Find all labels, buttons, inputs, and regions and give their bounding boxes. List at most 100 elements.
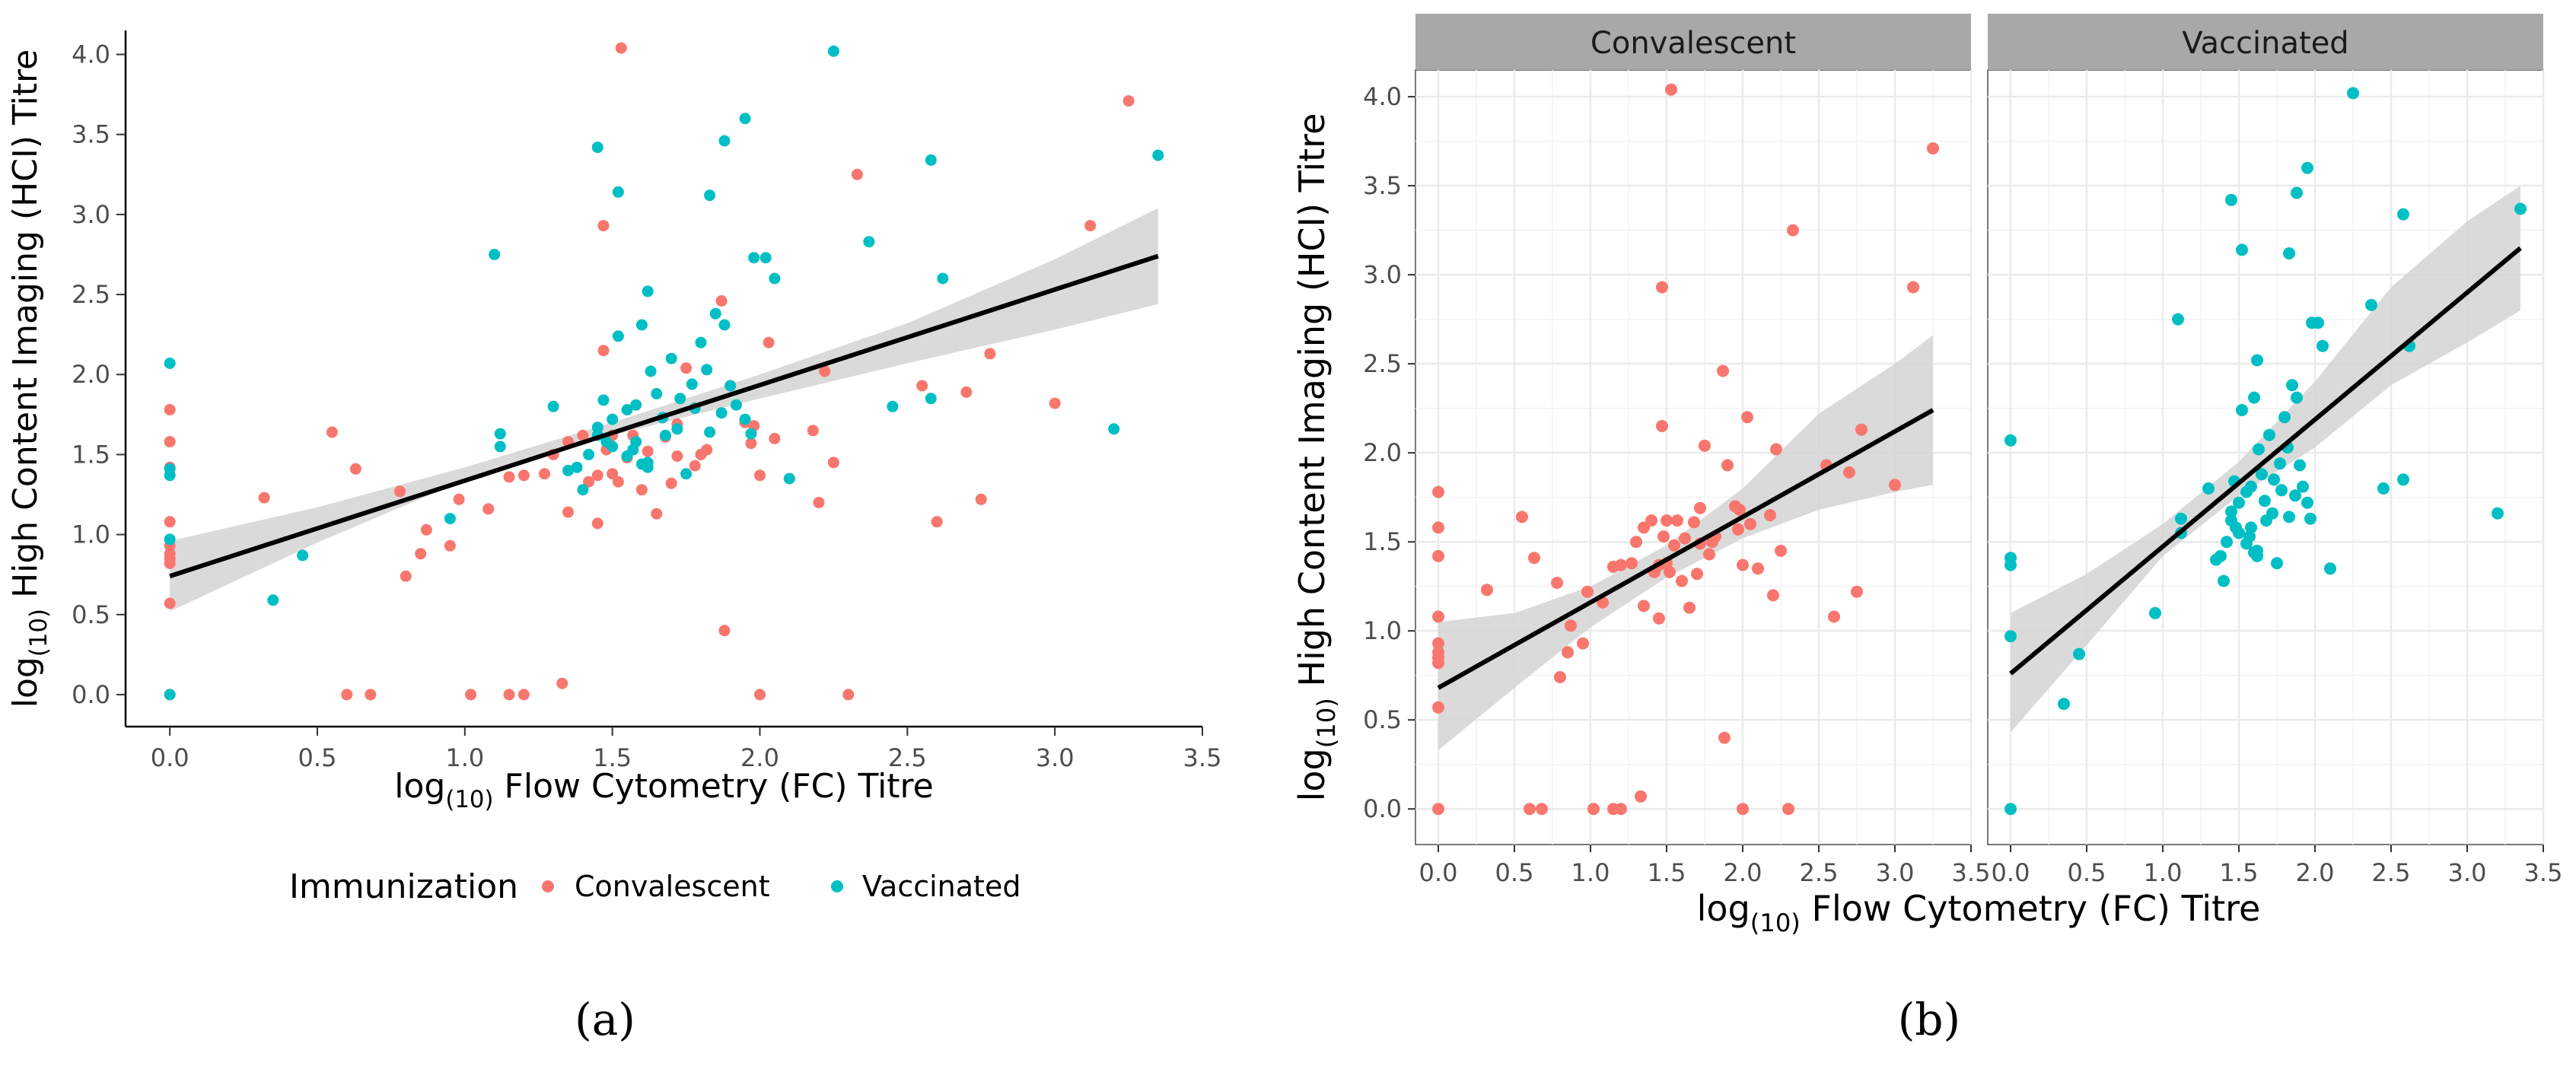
panel-b-point-convalescent <box>1657 530 1670 543</box>
panel-a-point-vaccinated <box>731 399 742 411</box>
panel-a-point-vaccinated <box>607 413 619 425</box>
panel-b-point-convalescent <box>1699 439 1711 452</box>
panel-b-point-vaccinated <box>2275 484 2288 497</box>
panel-a-point-vaccinated <box>612 186 624 198</box>
panel-a-point-convalescent <box>651 507 663 520</box>
panel-a-point-vaccinated <box>827 45 839 57</box>
panel-a-y-tick-label: 0.5 <box>72 600 110 629</box>
panel-b-strip-label: Vaccinated <box>2182 26 2348 61</box>
panel-a-point-convalescent <box>671 450 683 462</box>
panel-b-point-convalescent <box>1664 565 1676 578</box>
panel-b-facet-convalescent: 0.0 0.5 1.0 1.5 2.0 2.5 3.0 3.5 0.0 0.5 1.0 1.5 2.0 2… <box>1363 14 1990 887</box>
panel-b-point-convalescent <box>1524 803 1536 816</box>
panel-a-point-convalescent <box>562 506 574 518</box>
panel-a-point-vaccinated <box>665 352 677 364</box>
panel-a-fit-line <box>169 253 1159 579</box>
panel-a-point-vaccinated <box>863 236 875 248</box>
panel-b-point-vaccinated <box>2377 482 2390 495</box>
panel-a-point-vaccinated <box>671 423 683 435</box>
panel-b-y-tick-label: 1.0 <box>1363 616 1402 645</box>
panel-a-point-vaccinated <box>686 378 698 390</box>
panel-b-point-convalescent <box>1703 548 1715 561</box>
panel-a-point-convalescent <box>680 362 693 374</box>
panel-b-point-vaccinated <box>2248 391 2260 404</box>
panel-a-x-tick-label: 0.0 <box>151 743 189 772</box>
panel-b-point-vaccinated <box>2236 404 2248 416</box>
panel-b-point-vaccinated <box>2225 193 2237 206</box>
panel-b-x-tick-label: 1.0 <box>2144 858 2183 887</box>
panel-a-point-convalescent <box>482 503 495 515</box>
panel-a-point-convalescent <box>807 425 819 437</box>
panel-a-point-vaccinated <box>645 365 657 377</box>
panel-a-point-convalescent <box>665 477 677 489</box>
panel-b-point-convalescent <box>1638 600 1650 612</box>
panel-b-strip-label: Convalescent <box>1590 26 1796 61</box>
panel-a-point-vaccinated <box>444 513 456 525</box>
panel-a-point-convalescent <box>365 689 377 701</box>
panel-a-point-vaccinated <box>612 330 624 342</box>
panel-b-fit-line <box>1437 408 1934 690</box>
panel-b-point-convalescent <box>1787 224 1799 237</box>
panel-b-point-convalescent <box>1581 585 1594 598</box>
panel-b-x-tick-label: 2.5 <box>2372 858 2411 887</box>
panel-a-point-convalescent <box>715 295 728 307</box>
panel-a-point-vaccinated <box>635 319 648 331</box>
panel-b-point-vaccinated <box>2301 161 2313 174</box>
panel-b-point-convalescent <box>1851 585 1863 598</box>
panel-a-y-tick-label: 1.0 <box>72 520 110 549</box>
panel-b-x-tick-label: 3.0 <box>1876 858 1915 887</box>
panel-b-point-convalescent <box>1577 637 1589 650</box>
panel-a-point-convalescent <box>164 597 176 609</box>
panel-b-point-convalescent <box>1587 803 1600 816</box>
legend-key-convalescent <box>542 880 554 892</box>
panel-a-x-tick-label: 2.5 <box>888 743 927 772</box>
panel-b-point-convalescent <box>1907 281 1919 294</box>
panel-a-x-tick-label: 0.5 <box>298 743 337 772</box>
panel-b-point-convalescent <box>1432 485 1444 498</box>
panel-a-point-convalescent <box>453 493 465 505</box>
panel-a-y-tick-label: 0.0 <box>72 680 110 709</box>
panel-a-point-convalescent <box>556 677 568 689</box>
panel-b-point-vaccinated <box>2233 527 2245 539</box>
panel-b-x-tick-label: 1.5 <box>2220 858 2259 887</box>
panel-b-point-convalescent <box>1565 619 1577 632</box>
panel-b-point-vaccinated <box>2058 698 2070 711</box>
panel-a-point-vaccinated <box>1108 423 1120 435</box>
panel-a-point-vaccinated <box>718 135 731 147</box>
panel-b-point-convalescent <box>1615 558 1627 571</box>
panel-b-label: (b) <box>1898 994 1960 1045</box>
panel-a-point-convalescent <box>577 429 589 441</box>
panel-b-point-vaccinated <box>2266 507 2278 520</box>
panel-a-point-vaccinated <box>635 458 648 470</box>
panel-b-point-convalescent <box>1737 558 1749 571</box>
panel-b-point-convalescent <box>1775 544 1787 557</box>
panel-a-point-convalescent <box>326 426 338 438</box>
panel-b-point-vaccinated <box>2365 298 2377 311</box>
panel-a-point-convalescent <box>754 689 766 701</box>
panel-b-point-vaccinated <box>2225 505 2237 518</box>
panel-b-x-tick-label: 0.0 <box>1419 858 1458 887</box>
panel-b-point-vaccinated <box>2278 411 2291 424</box>
panel-a-point-convalescent <box>1084 220 1097 232</box>
panel-b-x-tick-label: 3.5 <box>1952 858 1991 887</box>
panel-b-point-convalescent <box>1656 281 1668 294</box>
panel-a-points <box>164 42 1164 701</box>
panel-a-y-tick-label: 3.5 <box>72 120 110 149</box>
panel-a-point-convalescent <box>503 689 515 701</box>
panel-a-point-convalescent <box>842 689 855 701</box>
panel-b-point-vaccinated <box>2004 803 2017 816</box>
panel-b-point-convalescent <box>1432 701 1444 714</box>
panel-a-point-vaccinated <box>494 428 506 440</box>
panel-a-point-vaccinated <box>621 404 633 415</box>
panel-a-point-convalescent <box>851 168 863 180</box>
panel-b-point-vaccinated <box>2259 495 2271 507</box>
panel-b-point-convalescent <box>1676 574 1688 587</box>
panel-b-point-convalescent <box>1630 536 1642 549</box>
panel-a-point-convalescent <box>1049 397 1061 409</box>
panel-b-point-convalescent <box>1661 514 1673 527</box>
panel-b-point-convalescent <box>1635 790 1647 803</box>
panel-b-point-vaccinated <box>2286 379 2298 392</box>
panel-a-point-vaccinated <box>937 272 949 285</box>
panel-b-point-vaccinated <box>2347 87 2359 100</box>
panel-b-point-vaccinated <box>2304 512 2316 525</box>
